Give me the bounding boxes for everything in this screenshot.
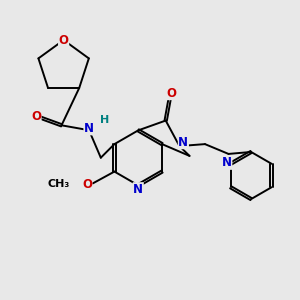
Text: N: N [133,183,143,196]
Text: O: O [167,87,177,100]
Text: H: H [100,116,109,125]
Text: N: N [222,156,232,169]
Text: N: N [84,122,94,135]
Text: O: O [58,34,69,46]
Text: N: N [178,136,188,148]
Text: O: O [31,110,41,123]
Text: CH₃: CH₃ [47,179,69,189]
Text: O: O [82,178,92,191]
